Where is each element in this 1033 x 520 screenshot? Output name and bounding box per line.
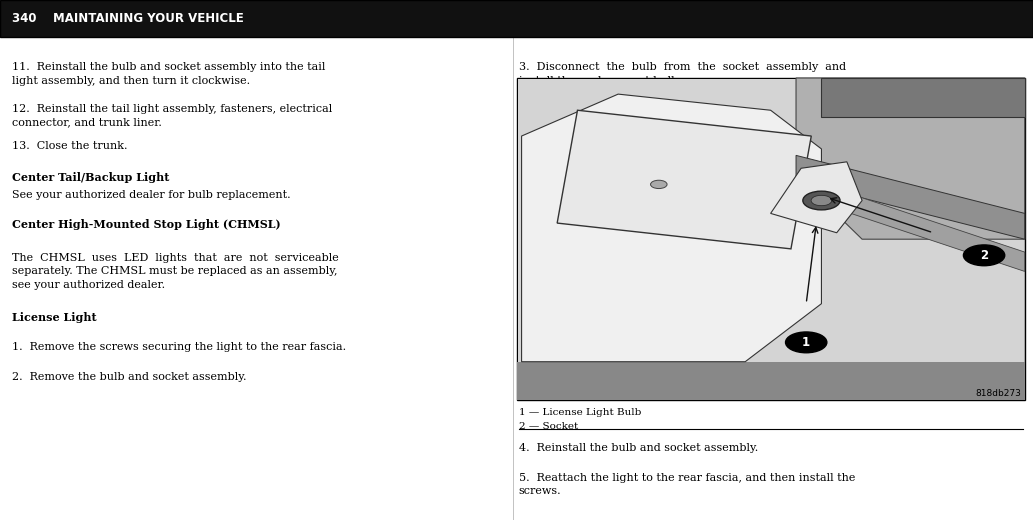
Text: 5.  Reattach the light to the rear fascia, and then install the
screws.: 5. Reattach the light to the rear fascia… — [519, 473, 855, 497]
Circle shape — [785, 332, 826, 353]
Text: 1: 1 — [803, 336, 810, 349]
Text: Center Tail/Backup Light: Center Tail/Backup Light — [12, 172, 169, 183]
Text: License Light: License Light — [12, 312, 97, 323]
FancyBboxPatch shape — [518, 79, 1024, 399]
Text: 1.  Remove the screws securing the light to the rear fascia.: 1. Remove the screws securing the light … — [12, 342, 346, 352]
Text: 4.  Reinstall the bulb and socket assembly.: 4. Reinstall the bulb and socket assembl… — [519, 443, 758, 453]
Text: 2: 2 — [980, 249, 989, 262]
Polygon shape — [821, 78, 1025, 116]
Text: 2 — Socket: 2 — Socket — [519, 422, 577, 431]
Text: 2.  Remove the bulb and socket assembly.: 2. Remove the bulb and socket assembly. — [12, 372, 247, 382]
Polygon shape — [771, 162, 863, 233]
Circle shape — [964, 245, 1005, 266]
Text: See your authorized dealer for bulb replacement.: See your authorized dealer for bulb repl… — [12, 190, 291, 200]
Circle shape — [803, 191, 840, 210]
FancyBboxPatch shape — [0, 0, 1033, 37]
Text: 12.  Reinstall the tail light assembly, fasteners, electrical
connector, and tru: 12. Reinstall the tail light assembly, f… — [12, 104, 333, 127]
Circle shape — [651, 180, 667, 189]
Text: 340    MAINTAINING YOUR VEHICLE: 340 MAINTAINING YOUR VEHICLE — [12, 12, 244, 25]
Polygon shape — [832, 188, 1025, 271]
Polygon shape — [796, 155, 1025, 239]
Circle shape — [811, 196, 832, 206]
Text: 3.  Disconnect  the  bulb  from  the  socket  assembly  and
install the replacem: 3. Disconnect the bulb from the socket a… — [519, 62, 846, 86]
Polygon shape — [796, 78, 1025, 239]
Text: The  CHMSL  uses  LED  lights  that  are  not  serviceable
separately. The CHMSL: The CHMSL uses LED lights that are not s… — [12, 253, 339, 290]
Text: 1 — License Light Bulb: 1 — License Light Bulb — [519, 408, 640, 417]
Text: 11.  Reinstall the bulb and socket assembly into the tail
light assembly, and th: 11. Reinstall the bulb and socket assemb… — [12, 62, 325, 86]
Text: 818db273: 818db273 — [976, 389, 1022, 398]
Polygon shape — [522, 94, 821, 362]
Polygon shape — [516, 362, 1025, 400]
Text: Center High-Mounted Stop Light (CHMSL): Center High-Mounted Stop Light (CHMSL) — [12, 219, 281, 230]
Text: 13.  Close the trunk.: 13. Close the trunk. — [12, 141, 128, 151]
Polygon shape — [557, 110, 811, 249]
FancyBboxPatch shape — [516, 78, 1025, 400]
